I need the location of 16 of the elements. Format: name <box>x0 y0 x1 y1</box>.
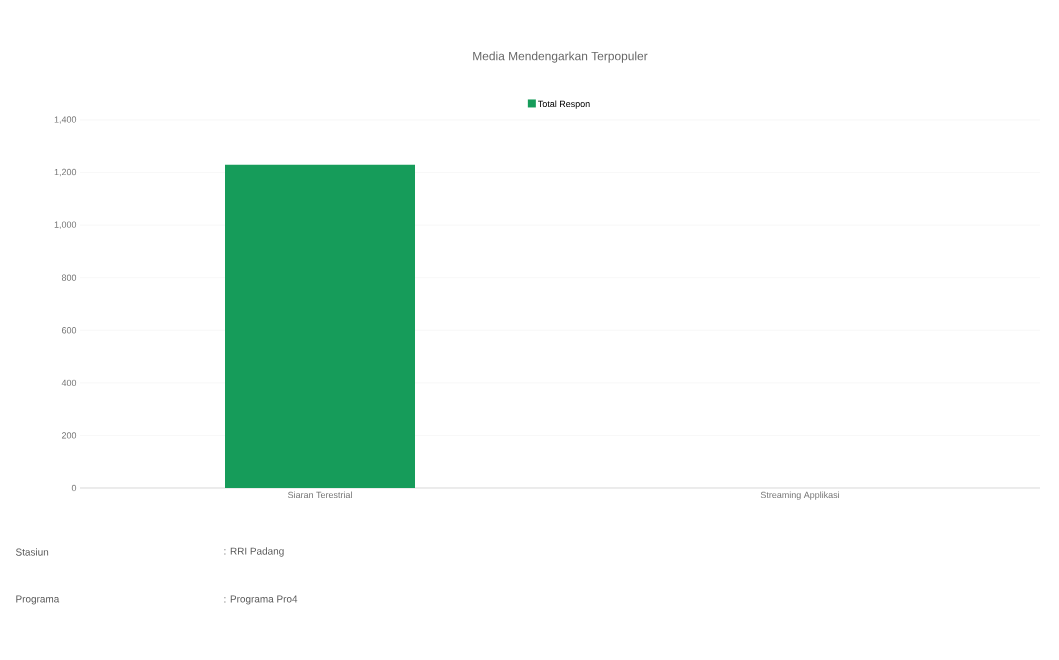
y-tick-label: 800 <box>61 274 77 281</box>
legend-label: Total Respon <box>538 100 590 109</box>
y-tick-label: 400 <box>61 379 77 387</box>
text: Stasiun <box>15 548 49 556</box>
y-tick-label: 600 <box>61 327 77 334</box>
y-tick-label: 0 <box>71 484 77 492</box>
x-tick-label: Streaming Applikasi <box>760 491 840 500</box>
chart-title: Media Mendengarkan Terpopuler <box>473 51 648 63</box>
y-tick-label: 1,400 <box>54 116 77 124</box>
y-tick-label: 200 <box>61 432 77 439</box>
y-tick-label: 1,000 <box>54 221 77 229</box>
x-tick-label: Siaran Terestrial <box>288 491 352 499</box>
y-tick-label: 1,200 <box>54 168 77 177</box>
text: Programa <box>16 595 60 605</box>
text: : RRI Padang <box>224 547 284 557</box>
text: : Programa Pro4 <box>224 595 298 605</box>
